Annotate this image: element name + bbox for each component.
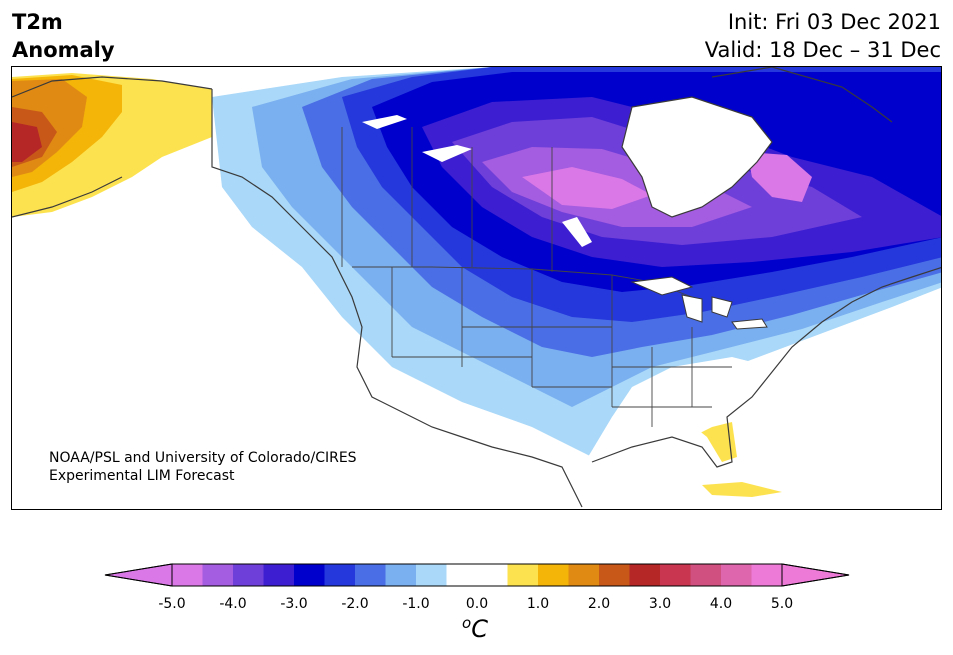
colorbar-segment bbox=[507, 564, 539, 586]
map-title: T2m Anomaly bbox=[12, 8, 115, 64]
colorbar-tick: -4.0 bbox=[219, 596, 247, 612]
colorbar-tick: -3.0 bbox=[280, 596, 308, 612]
colorbar-tick: -1.0 bbox=[402, 596, 430, 612]
colorbar-segment bbox=[599, 564, 630, 586]
title-line-anomaly: Anomaly bbox=[12, 38, 115, 62]
great-bear-lake bbox=[422, 145, 472, 162]
colorbar-segment bbox=[538, 564, 569, 586]
colorbar-tick: -5.0 bbox=[158, 596, 186, 612]
colorbar-segment bbox=[355, 564, 386, 586]
unit-base: C bbox=[471, 615, 488, 643]
colorbar-tick-labels: -5.0 -4.0 -3.0 -2.0 -1.0 0.0 1.0 2.0 3.0 4.0 5.0 bbox=[0, 596, 953, 616]
colorbar-segment bbox=[690, 564, 722, 586]
coastlines bbox=[12, 67, 941, 508]
cuba-warm-anomaly bbox=[702, 482, 782, 497]
colorbar-tick: 5.0 bbox=[770, 596, 794, 612]
lake-winnipeg bbox=[562, 217, 592, 247]
credit-line-1: NOAA/PSL and University of Colorado/CIRE… bbox=[49, 450, 357, 466]
colorbar-tick: 1.0 bbox=[526, 596, 550, 612]
credit-line-2: Experimental LIM Forecast bbox=[49, 468, 235, 484]
great-slave-lake bbox=[362, 115, 407, 129]
colorbar-segment bbox=[202, 564, 234, 586]
colorbar-unit: oC bbox=[462, 614, 488, 643]
colorbar-segment bbox=[751, 564, 783, 586]
cold-anomaly-max bbox=[522, 167, 652, 209]
anomaly-map bbox=[11, 66, 942, 510]
colorbar-segment bbox=[233, 564, 264, 586]
colorbar-tick: 2.0 bbox=[587, 596, 611, 612]
colorbar-segment bbox=[721, 564, 752, 586]
colorbar-segment bbox=[446, 564, 508, 586]
unit-superscript: o bbox=[462, 614, 472, 632]
hudson-bay bbox=[622, 97, 772, 217]
colorbar-outline bbox=[104, 563, 850, 587]
colorbar-segment bbox=[294, 564, 325, 586]
colorbar-segment bbox=[172, 564, 203, 586]
colorbar-tick: 3.0 bbox=[648, 596, 672, 612]
colorbar-segment bbox=[660, 564, 691, 586]
colorbar-segment bbox=[263, 564, 295, 586]
colorbar-segment bbox=[629, 564, 661, 586]
map-canvas bbox=[12, 67, 941, 509]
colorbar-segment bbox=[568, 564, 600, 586]
colorbar-segment bbox=[385, 564, 417, 586]
title-line-variable: T2m bbox=[12, 10, 63, 34]
colorbar-extend-min bbox=[104, 563, 173, 587]
colorbar-tick: 4.0 bbox=[709, 596, 733, 612]
colorbar bbox=[104, 563, 850, 587]
great-lakes bbox=[630, 276, 768, 330]
near-zero-region bbox=[582, 357, 772, 497]
init-date: Init: Fri 03 Dec 2021 bbox=[727, 10, 941, 34]
colorbar-tick: -2.0 bbox=[341, 596, 369, 612]
colorbar-segment bbox=[324, 564, 356, 586]
colorbar-segments bbox=[172, 564, 783, 586]
forecast-dates: Init: Fri 03 Dec 2021 Valid: 18 Dec – 31… bbox=[705, 8, 941, 64]
colorbar-segment bbox=[416, 564, 447, 586]
data-credit: NOAA/PSL and University of Colorado/CIRE… bbox=[49, 449, 357, 485]
colorbar-tick: 0.0 bbox=[465, 596, 489, 612]
alaska-warm-anomaly-5 bbox=[12, 122, 42, 162]
colorbar-extend-max bbox=[781, 563, 850, 587]
valid-range: Valid: 18 Dec – 31 Dec bbox=[704, 38, 941, 62]
hudson-bay-max bbox=[747, 152, 812, 202]
